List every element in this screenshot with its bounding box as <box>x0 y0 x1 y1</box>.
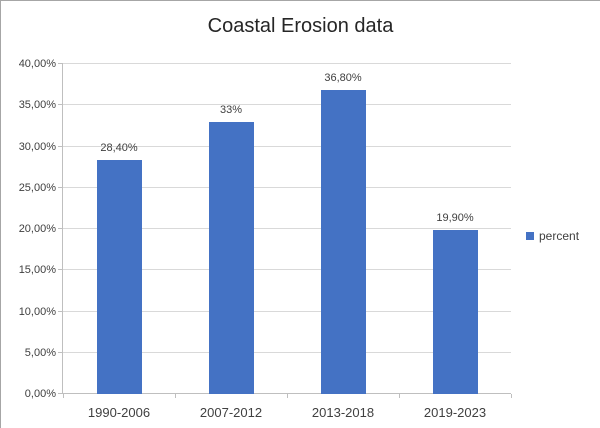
y-axis-label: 25,00% <box>18 181 56 194</box>
x-axis-label: 1990-2006 <box>87 405 151 420</box>
y-axis-label: 10,00% <box>18 305 56 318</box>
gridline <box>63 145 511 147</box>
bar-value-label: 33% <box>219 104 243 116</box>
x-axis-label: 2013-2018 <box>311 405 375 420</box>
y-axis-label: 5,00% <box>24 346 56 359</box>
bar <box>321 90 366 394</box>
chart-title: Coastal Erosion data <box>207 15 394 37</box>
x-axis-line <box>63 393 511 394</box>
y-axis-tick <box>58 393 63 394</box>
legend: percent <box>526 229 579 243</box>
x-axis-label: 2019-2023 <box>423 405 487 420</box>
legend-label: percent <box>539 229 580 243</box>
y-axis-tick <box>58 228 63 229</box>
bar <box>433 230 478 394</box>
y-axis-label: 30,00% <box>18 140 56 153</box>
y-axis-line <box>62 64 63 394</box>
x-axis-tick <box>175 394 176 398</box>
y-axis-label: 15,00% <box>18 264 56 277</box>
gridline <box>63 269 511 271</box>
bar <box>97 160 142 394</box>
y-axis-tick <box>58 145 63 147</box>
gridline <box>63 310 511 312</box>
bar <box>209 122 254 394</box>
bar-value-label: 19,90% <box>436 212 474 224</box>
y-axis-label: 20,00% <box>18 223 56 235</box>
x-axis-label: 2007-2012 <box>199 405 263 420</box>
bar-value-label: 28,40% <box>100 142 138 154</box>
bar-value-label: 36,80% <box>324 72 362 84</box>
gridline <box>63 228 511 229</box>
gridline <box>63 104 511 106</box>
y-axis-tick <box>58 310 63 312</box>
gridline <box>63 351 511 353</box>
gridline <box>63 63 511 64</box>
x-axis-tick <box>63 394 64 398</box>
gridline <box>63 186 511 188</box>
y-axis-tick <box>58 351 63 353</box>
x-axis-tick <box>287 394 288 398</box>
y-axis-label: 35,00% <box>18 99 56 112</box>
y-axis-tick <box>58 269 63 271</box>
y-axis-tick <box>58 186 63 188</box>
x-axis-tick <box>511 394 512 398</box>
legend-swatch-icon <box>526 232 534 240</box>
y-axis-label: 40,00% <box>18 58 56 70</box>
y-axis-label: 0,00% <box>24 388 56 400</box>
x-axis-tick <box>399 394 400 398</box>
y-axis-tick <box>58 104 63 106</box>
y-axis-tick <box>58 63 63 64</box>
